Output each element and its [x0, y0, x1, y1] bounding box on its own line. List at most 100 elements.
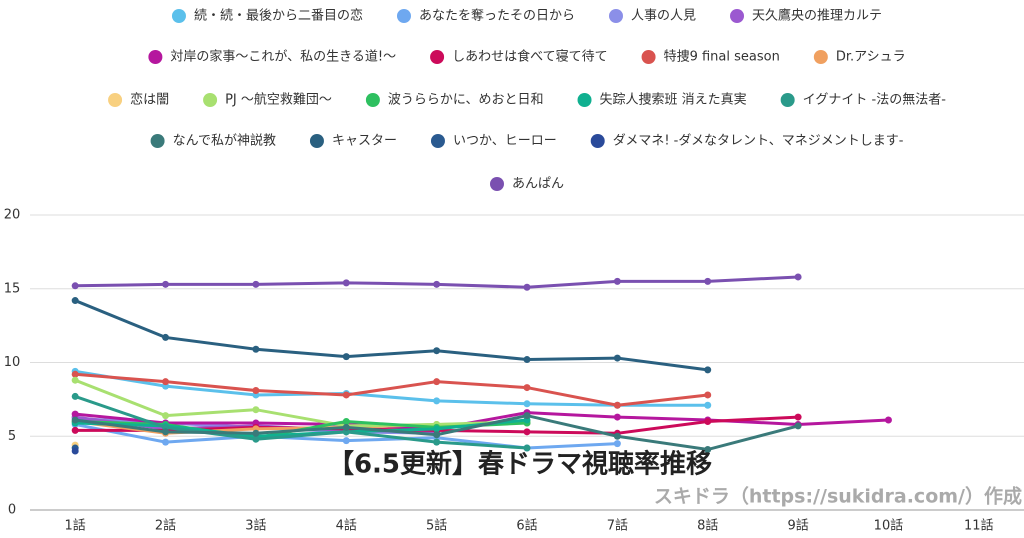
- legend-swatch: [203, 93, 218, 107]
- legend-label: 天久鷹央の推理カルテ: [752, 9, 882, 24]
- data-point: [162, 333, 170, 341]
- series-line: [74, 378, 528, 428]
- data-point: [613, 413, 621, 421]
- x-tick-label: 5話: [426, 518, 447, 534]
- legend-label: 人事の人見: [631, 9, 696, 24]
- data-point: [433, 431, 441, 439]
- data-point: [433, 397, 441, 405]
- data-point: [71, 447, 79, 455]
- y-tick-label: 10: [4, 355, 21, 370]
- legend-item: あんぱん: [489, 177, 564, 192]
- data-point: [162, 412, 170, 420]
- data-point: [433, 425, 441, 433]
- legend-item: しあわせは食べて寝て待て: [430, 49, 608, 65]
- legend-label: あんぱん: [512, 177, 564, 192]
- x-tick-label: 11話: [964, 518, 994, 534]
- legend-label: いつか、ヒーロー: [453, 134, 557, 149]
- data-point: [162, 438, 170, 446]
- legend-swatch: [396, 9, 411, 23]
- data-point: [433, 378, 441, 386]
- legend-swatch: [148, 50, 163, 64]
- data-point: [71, 297, 79, 305]
- legend-item: 恋は闇: [108, 92, 169, 108]
- data-point: [71, 370, 79, 378]
- legend: 続・続・最後から二番目の恋 あなたを奪ったその日から 人事の人見 天久鷹央の推理カルテ…: [108, 8, 946, 192]
- series-line: [74, 395, 528, 450]
- legend-swatch: [309, 134, 324, 148]
- data-point: [252, 345, 260, 353]
- data-point: [71, 392, 79, 400]
- data-point: [884, 416, 892, 424]
- data-point: [71, 416, 79, 424]
- data-point: [162, 378, 170, 386]
- legend-item: キャスター: [309, 134, 397, 149]
- y-tick-label: 15: [4, 281, 21, 296]
- legend-label: あなたを奪ったその日から: [419, 8, 575, 24]
- data-point: [162, 280, 170, 288]
- data-point: [433, 280, 441, 288]
- x-tick-label: 10話: [874, 518, 904, 534]
- legend-item: あなたを奪ったその日から: [396, 8, 575, 24]
- data-point: [523, 428, 531, 436]
- legend-item: いつか、ヒーロー: [430, 134, 557, 149]
- legend-label: Dr.アシュラ: [836, 50, 906, 65]
- data-point: [342, 353, 350, 361]
- x-tick-label: 3話: [245, 518, 266, 534]
- legend-swatch: [430, 134, 445, 148]
- legend-swatch: [641, 50, 656, 64]
- data-point: [704, 277, 712, 285]
- data-point: [342, 418, 350, 425]
- data-point: [433, 438, 441, 446]
- legend-label: 特捜9 final season: [664, 50, 780, 65]
- grid: 0 5 10 15 20 1話 2話 3話 4話 5話 6話 7話 8話 9話 10話 11話: [4, 208, 1024, 534]
- data-point: [523, 356, 531, 364]
- series-line: [75, 372, 708, 407]
- legend-label: 続・続・最後から二番目の恋: [194, 8, 363, 24]
- legend-swatch: [489, 177, 504, 191]
- legend-label: 波うららかに、めおと日和: [388, 93, 544, 108]
- legend-item: 特捜9 final season: [641, 50, 780, 65]
- legend-item: PJ ～航空救難団～: [203, 92, 332, 108]
- legend-label: イグナイト -法の無法者-: [803, 93, 947, 108]
- data-point: [704, 446, 712, 454]
- data-point: [794, 422, 802, 430]
- data-point: [252, 280, 260, 288]
- legend-item: 対岸の家事～これが、私の生きる道!～: [148, 49, 396, 65]
- legend-swatch: [430, 50, 445, 64]
- legend-swatch: [577, 93, 592, 107]
- data-point: [523, 283, 531, 291]
- x-tick-label: 9話: [787, 518, 808, 534]
- data-point: [523, 400, 531, 408]
- data-point: [794, 413, 802, 421]
- x-tick-label: 6話: [516, 518, 537, 534]
- legend-item: 失踪人捜索班 消えた真実: [577, 92, 747, 108]
- data-point: [704, 418, 712, 425]
- data-point: [252, 435, 260, 443]
- data-point: [523, 384, 531, 392]
- data-point: [252, 429, 260, 437]
- legend-item: 波うららかに、めおと日和: [365, 93, 544, 108]
- data-point: [433, 347, 441, 355]
- legend-swatch: [609, 9, 623, 23]
- data-point: [162, 428, 170, 436]
- data-point: [342, 279, 350, 287]
- data-point: [342, 391, 350, 399]
- data-point: [613, 277, 621, 285]
- legend-item: 天久鷹央の推理カルテ: [730, 9, 882, 24]
- legend-item: ダメマネ! -ダメなタレント、マネジメントします-: [590, 134, 904, 149]
- legend-label: 失踪人捜索班 消えた真実: [600, 92, 747, 108]
- x-tick-label: 4話: [336, 518, 357, 534]
- series-line: [75, 411, 889, 431]
- data-point: [71, 376, 79, 384]
- legend-swatch: [365, 93, 380, 107]
- data-point: [71, 426, 79, 434]
- legend-swatch: [730, 9, 745, 23]
- data-point: [252, 406, 260, 414]
- data-point: [342, 423, 350, 431]
- legend-label: キャスター: [332, 134, 397, 149]
- legend-label: 対岸の家事～これが、私の生きる道!～: [170, 49, 396, 65]
- legend-item: なんで私が神説教: [150, 133, 276, 149]
- series-line: [74, 369, 708, 407]
- data-point: [704, 366, 712, 374]
- data-point: [523, 412, 531, 420]
